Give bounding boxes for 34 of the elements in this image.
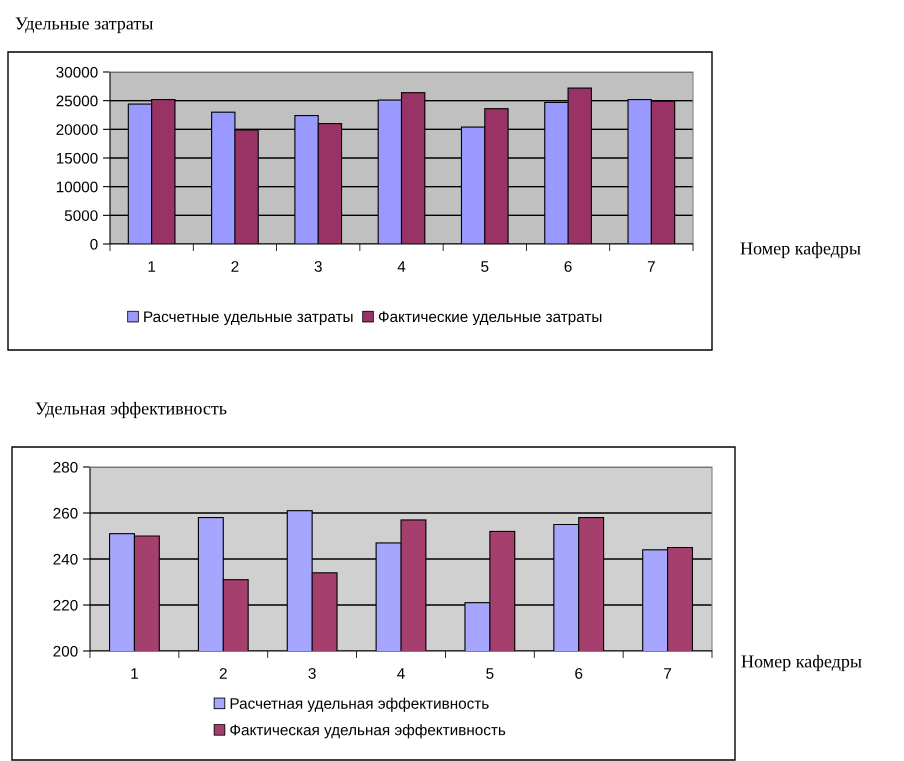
y-tick-label: 240 — [53, 554, 78, 565]
legend-label: Фактическая удельная эффективность — [230, 724, 506, 738]
x-axis-title: Номер кафедры — [742, 654, 862, 672]
y-tick-label: 220 — [53, 600, 78, 611]
x-tick-label: 4 — [398, 261, 406, 272]
x-tick-label: 3 — [314, 261, 322, 272]
y-tick-label: 280 — [53, 462, 78, 473]
chart-title: Удельная эффективность — [36, 402, 226, 418]
x-tick-label: 1 — [148, 261, 156, 272]
legend-label: Расчетные удельные затраты — [144, 311, 352, 326]
y-tick-label: 260 — [53, 508, 78, 519]
x-tick-label: 1 — [131, 668, 138, 679]
y-tick-label: 0 — [90, 238, 98, 250]
y-tick-label: 25000 — [56, 96, 98, 106]
x-tick-label: 3 — [308, 668, 316, 679]
x-tick-label: 4 — [397, 668, 405, 679]
x-tick-label: 2 — [220, 668, 227, 679]
y-tick-label: 10000 — [56, 182, 98, 192]
x-tick-label: 6 — [575, 668, 582, 679]
x-tick-label: 7 — [664, 668, 672, 679]
y-tick-label: 30000 — [56, 66, 98, 78]
legend-label: Фактические удельные затраты — [378, 311, 602, 326]
x-axis-title: Номер кафедры — [740, 242, 861, 258]
chart-title: Удельные затраты — [16, 18, 153, 34]
x-tick-label: 7 — [648, 261, 655, 272]
y-tick-label: 5000 — [64, 210, 98, 222]
x-tick-label: 5 — [486, 668, 494, 679]
x-tick-label: 2 — [231, 261, 238, 272]
x-tick-label: 5 — [481, 261, 488, 272]
y-tick-label: 20000 — [56, 124, 98, 136]
y-tick-label: 15000 — [56, 152, 98, 164]
x-tick-label: 6 — [564, 261, 572, 272]
legend-label: Расчетная удельная эффективность — [230, 698, 489, 712]
y-tick-label: 200 — [53, 646, 78, 657]
